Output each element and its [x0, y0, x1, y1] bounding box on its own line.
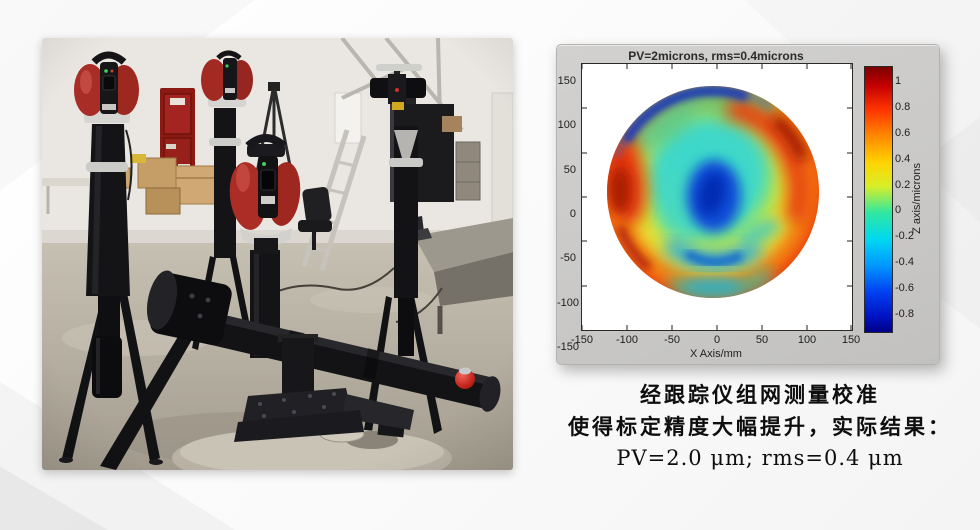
x-tick: 0	[713, 334, 721, 346]
y-tick: -100	[557, 297, 580, 309]
colorbar-axis-label: Z axis/microns	[911, 163, 923, 234]
y-axis-ticks: 150 100 50 0 -50 -100 -150	[557, 63, 580, 353]
x-axis-label: X Axis/mm	[690, 348, 742, 360]
y-tick: 0	[569, 208, 576, 220]
caption-line-1: 经跟踪仪组网测量校准	[640, 383, 880, 407]
colorbar-tick: 0.4	[895, 153, 911, 165]
y-tick: 150	[557, 75, 576, 87]
lab-photo-illustration	[42, 38, 513, 470]
colorbar-tick: 0.2	[895, 179, 911, 191]
colorbar-tick: 1	[895, 75, 902, 87]
x-tick: -100	[615, 334, 639, 346]
matlab-figure-panel: PV=2microns, rms=0.4microns 150 100 50 0…	[556, 44, 940, 365]
wavefront-heatmap	[582, 64, 852, 330]
colorbar-tick: 0.6	[895, 127, 911, 139]
x-tick: 150	[841, 334, 861, 346]
colorbar-tick: 0	[895, 204, 902, 216]
heatmap-plot-area	[581, 63, 853, 331]
x-tick: 50	[755, 334, 769, 346]
y-tick: 100	[557, 119, 576, 131]
colorbar	[864, 66, 893, 333]
x-axis-ticks: -150 -100 -50 0 50 100 150	[571, 334, 860, 347]
figure-title: PV=2microns, rms=0.4microns	[628, 49, 804, 63]
axis-tick-marks	[582, 64, 852, 330]
caption-line-2: 使得标定精度大幅提升，实际结果：	[568, 415, 952, 439]
x-tick: -50	[664, 334, 680, 346]
colorbar-ticks: 1 0.8 0.6 0.4 0.2 0 -0.2 -0.4 -0.6 -0.8	[895, 66, 927, 331]
y-tick: -50	[560, 252, 576, 264]
colorbar-tick: -0.2	[895, 230, 914, 242]
colorbar-tick: -0.6	[895, 282, 914, 294]
photo-vignette	[42, 38, 513, 470]
lab-photo-laser-tracker-network	[42, 38, 513, 470]
y-tick: 50	[563, 164, 576, 176]
x-tick: -150	[570, 334, 594, 346]
colorbar-tick: -0.4	[895, 256, 914, 268]
y-tick: -150	[557, 341, 580, 353]
colorbar-tick: 0.8	[895, 101, 911, 113]
caption-line-3: PV=2.0 μm; rms=0.4 μm	[616, 446, 904, 470]
x-tick: 100	[797, 334, 817, 346]
colorbar-tick: -0.8	[895, 308, 914, 320]
caption: 经跟踪仪组网测量校准 使得标定精度大幅提升，实际结果： PV=2.0 μm; r…	[540, 379, 980, 473]
